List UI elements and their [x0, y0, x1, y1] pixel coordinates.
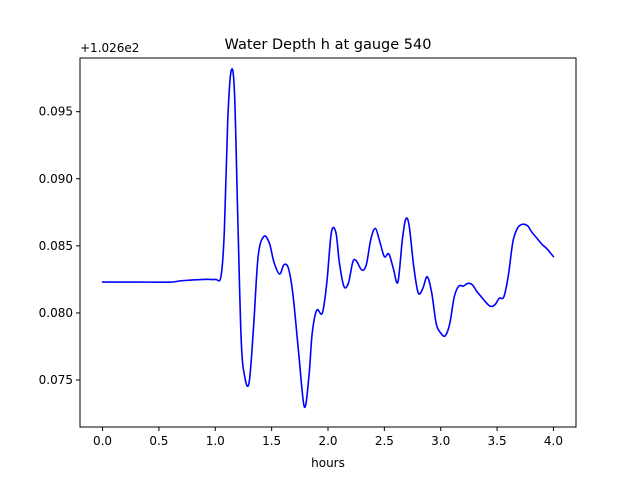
chart-title: Water Depth h at gauge 540 [225, 37, 432, 53]
plot-area [79, 57, 577, 428]
y-tick-label: 0.085 [39, 239, 73, 253]
y-tick-label: 0.075 [39, 373, 73, 387]
x-tick-label: 4.0 [544, 434, 563, 448]
x-tick-label: 1.5 [262, 434, 281, 448]
plot-background [80, 58, 576, 427]
x-axis-label: hours [311, 456, 345, 470]
y-tick-label: 0.090 [39, 172, 73, 186]
y-axis: 0.075 0.080 0.085 0.090 0.095 [39, 105, 80, 387]
x-tick-label: 3.5 [488, 434, 507, 448]
x-tick-label: 2.0 [318, 434, 337, 448]
x-tick-label: 1.0 [206, 434, 225, 448]
x-tick-label: 3.0 [431, 434, 450, 448]
y-tick-label: 0.095 [39, 105, 73, 119]
x-axis: 0.0 0.5 1.0 1.5 2.0 2.5 3.0 3.5 4.0 [93, 427, 563, 448]
y-tick-label: 0.080 [39, 306, 73, 320]
x-tick-label: 0.5 [149, 434, 168, 448]
x-tick-label: 2.5 [375, 434, 394, 448]
series-line [101, 68, 555, 409]
x-tick-label: 0.0 [93, 434, 112, 448]
y-offset-label: +1.026e2 [80, 41, 139, 55]
